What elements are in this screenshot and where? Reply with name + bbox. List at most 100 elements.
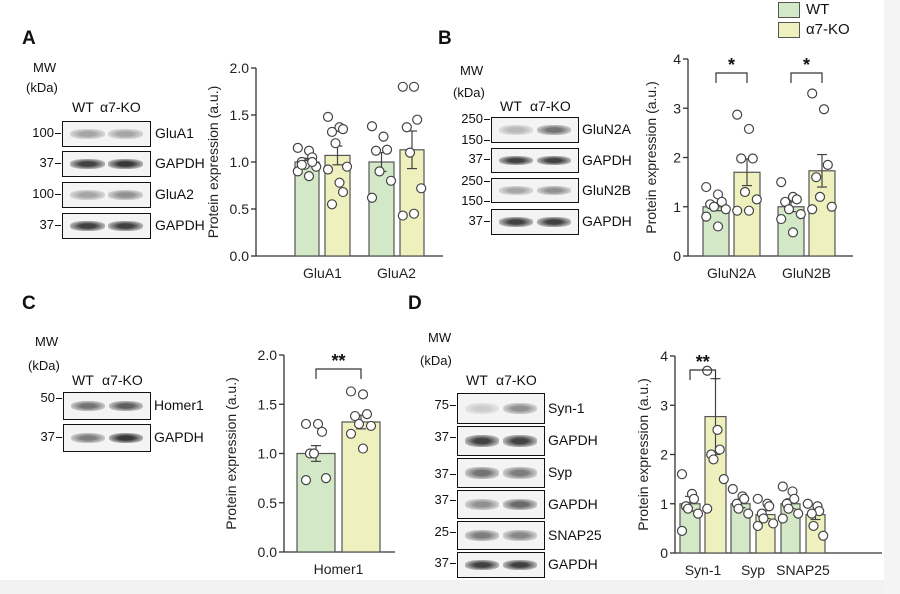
blot-band <box>108 400 144 412</box>
mw-marker-tick <box>56 398 62 400</box>
data-point <box>357 389 369 400</box>
mw-label: MW <box>460 63 484 78</box>
y-axis-label: Protein expression (a.u.) <box>643 81 659 234</box>
y-tick-label: 1.5 <box>230 107 250 123</box>
data-point <box>793 508 804 519</box>
data-point <box>818 104 830 115</box>
page-bottom-band <box>0 580 900 594</box>
data-point <box>296 159 307 170</box>
data-point <box>787 227 799 238</box>
blot-row-gapdh <box>491 148 579 173</box>
blot-protein-label: Syn-1 <box>548 399 585 416</box>
x-category-label: Homer1 <box>314 561 364 577</box>
legend-swatch-wt <box>778 2 800 18</box>
data-point <box>701 211 712 222</box>
data-point <box>776 213 787 225</box>
chart-b: 0 1 2 3 4 Protein expression (a.u.) GluN2A GluN… <box>643 51 853 281</box>
legend-label-wt: WT <box>806 1 830 18</box>
data-point <box>334 177 345 188</box>
chart-d: 0 1 2 3 4 Protein expression (a.u.) Syn-1 Syp SN… <box>635 348 882 578</box>
panel-letter: C <box>22 293 36 314</box>
blot-band <box>69 129 105 139</box>
blot-protein-label: GluA1 <box>155 125 194 141</box>
data-point <box>381 144 393 155</box>
data-point <box>758 513 769 524</box>
blot-protein-label: GAPDH <box>548 556 598 572</box>
data-point <box>676 525 688 536</box>
blot-row-glua2 <box>62 182 151 208</box>
blot-row-gapdh <box>457 426 545 456</box>
y-tick-label: 3 <box>660 397 668 413</box>
blot-row-gapdh <box>457 552 545 578</box>
blot-band <box>536 155 572 166</box>
data-point <box>743 508 754 519</box>
data-point <box>397 81 408 92</box>
blot-protein-label: GAPDH <box>582 151 632 168</box>
data-point <box>326 126 338 138</box>
data-point <box>322 164 334 175</box>
data-point <box>732 109 743 120</box>
data-point <box>370 145 382 156</box>
data-point <box>702 365 713 376</box>
blot-protein-label: SNAP25 <box>548 526 602 543</box>
data-point <box>366 192 378 203</box>
significance-label: * <box>803 55 810 75</box>
blot-band <box>536 217 572 227</box>
blot-band <box>464 435 500 447</box>
data-point <box>308 448 320 459</box>
x-category-label: GluA2 <box>377 265 416 281</box>
mw-marker-tick <box>450 405 456 407</box>
blot-band <box>502 435 538 447</box>
mw-marker-value: 37 <box>434 555 449 570</box>
blot-band <box>498 217 534 227</box>
blot-band <box>69 221 105 231</box>
legend-label-ko: α7-KO <box>806 21 850 38</box>
y-tick-label: 0.5 <box>230 201 250 217</box>
data-point <box>312 418 324 430</box>
mw-marker-value: 250 <box>461 173 483 188</box>
data-point <box>374 166 385 177</box>
significance-label: * <box>728 55 735 75</box>
y-axis-label: Protein expression (a.u.) <box>223 377 239 530</box>
panel-letter: A <box>22 28 36 49</box>
blot-protein-label: GluA2 <box>155 186 194 202</box>
y-tick-label: 4 <box>673 51 681 67</box>
blot-row-glun2b <box>491 178 579 203</box>
mw-marker-value: 37 <box>468 213 483 228</box>
data-point <box>727 483 738 495</box>
y-tick-label: 2 <box>673 150 681 166</box>
mw-label: MW <box>428 330 452 345</box>
y-tick-label: 4 <box>660 348 668 364</box>
data-point <box>397 210 408 221</box>
lane-label: α7-KO <box>530 98 571 114</box>
bar-wt <box>296 452 336 553</box>
data-point <box>412 114 423 125</box>
data-point <box>688 493 700 504</box>
data-point <box>768 518 779 529</box>
data-point <box>692 508 704 519</box>
blot-protein-label: GAPDH <box>154 429 204 445</box>
blot-band <box>70 432 106 444</box>
data-point <box>408 208 420 219</box>
blot-protein-label: GAPDH <box>155 217 205 233</box>
data-point <box>720 204 731 215</box>
y-tick-label: 1 <box>660 496 668 512</box>
blot-protein-label: GAPDH <box>548 432 598 448</box>
blot-protein-label: GluN2B <box>582 181 632 198</box>
mw-marker-tick <box>484 140 490 142</box>
mw-marker-tick <box>56 437 62 439</box>
mw-marker-value: 37 <box>434 429 449 444</box>
blot-row-gapdh <box>62 213 151 239</box>
data-point <box>752 520 763 532</box>
mw-marker-value: 37 <box>434 492 449 507</box>
blot-row-glun2a <box>491 117 579 143</box>
y-tick-label: 1.5 <box>258 396 278 412</box>
blot-band <box>502 467 538 479</box>
x-category-label: GluN2A <box>707 265 757 281</box>
mw-marker-value: 150 <box>461 193 483 208</box>
blot-row-glua1 <box>62 121 151 147</box>
mw-marker-value: 37 <box>39 217 54 232</box>
significance-label: ** <box>331 351 345 371</box>
chart-a: 0.0 0.5 1.0 1.5 2.0 Protein expression (a.u.)… <box>205 60 443 281</box>
mw-marker-tick <box>484 159 490 161</box>
